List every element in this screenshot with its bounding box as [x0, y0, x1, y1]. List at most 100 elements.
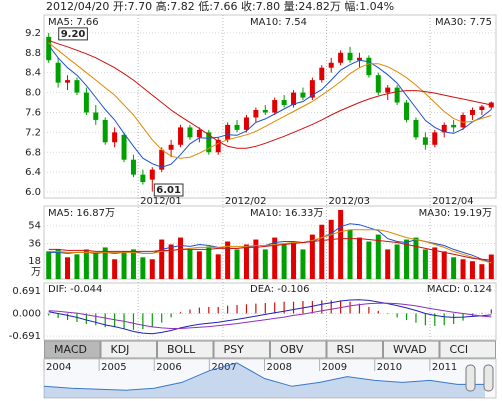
annotation-box: [58, 27, 88, 41]
area-line: [43, 362, 485, 391]
tab-background[interactable]: [213, 340, 270, 359]
ma-line: [48, 302, 492, 329]
tab-label[interactable]: WVAD: [393, 343, 427, 356]
volume-bar: [347, 229, 353, 279]
candle-body: [262, 109, 268, 113]
candle-body: [441, 124, 447, 133]
x-tick-label: 2012/03: [329, 196, 371, 207]
y-tick-label: 8.4: [25, 68, 41, 79]
y-tick-label: 7.6: [25, 107, 41, 118]
volume-bar: [488, 254, 494, 279]
legend-entry: MA10: 7.54: [250, 17, 307, 28]
indicator-tab[interactable]: CCI: [439, 340, 496, 359]
legend-entry: MA30: 7.75: [435, 17, 492, 28]
candle-body: [74, 80, 80, 93]
tab-label[interactable]: OBV: [280, 343, 304, 356]
x-tick-label: 2004: [46, 362, 71, 373]
volume-bar: [338, 209, 344, 279]
x-tick-label: 2005: [101, 362, 126, 373]
volume-bar: [451, 257, 457, 279]
y-tick-label: 6.0: [25, 187, 41, 198]
tab-background[interactable]: [439, 340, 496, 359]
volume-bar: [121, 251, 127, 279]
indicator-tab[interactable]: BOLL: [157, 340, 214, 359]
volume-bar: [309, 234, 315, 279]
area-fill: [44, 362, 485, 398]
volume-bar: [225, 241, 231, 279]
candle-body: [83, 92, 89, 113]
candle-body: [469, 109, 475, 115]
tab-background[interactable]: [383, 340, 440, 359]
tab-background[interactable]: [157, 340, 214, 359]
legend-entry: MA5: 16.87万: [48, 208, 115, 219]
scroll-handle[interactable]: [465, 364, 476, 392]
quote-header: 2012/04/20 开:7.70 高:7.82 低:7.66 收:7.80 量…: [46, 0, 394, 13]
x-tick-label: 2012/01: [140, 196, 182, 207]
tab-label[interactable]: BOLL: [167, 343, 196, 356]
tab-background[interactable]: [270, 340, 327, 359]
indicator-tab[interactable]: WVAD: [383, 340, 440, 359]
volume-bar: [159, 239, 165, 279]
tab-label[interactable]: CCI: [450, 343, 469, 356]
volume-bar: [432, 247, 438, 279]
volume-bar: [178, 237, 184, 279]
candle-body: [55, 62, 61, 83]
x-tick-label: 2007: [211, 362, 236, 373]
volume-bar: [422, 249, 428, 279]
tab-background[interactable]: [326, 340, 383, 359]
candle-body: [375, 75, 381, 93]
tab-label[interactable]: PSY: [224, 343, 245, 356]
candle-body: [451, 124, 457, 128]
volume-bar: [46, 251, 52, 279]
volume-bar: [187, 249, 193, 279]
volume-bar: [366, 241, 372, 279]
tab-background[interactable]: [44, 340, 101, 359]
candle-body: [413, 119, 419, 138]
x-tick-label: 2009: [322, 362, 347, 373]
annotation-box: [153, 183, 184, 197]
volume-bar: [479, 264, 485, 279]
legend-entry: MA5: 7.66: [48, 17, 99, 28]
indicator-tab[interactable]: KDJ: [100, 340, 157, 359]
y-tick-label: 0.000: [12, 308, 41, 319]
candle-body: [93, 112, 99, 120]
y-tick-label: 54: [28, 221, 41, 232]
indicator-tab[interactable]: OBV: [270, 340, 327, 359]
candle-body: [196, 129, 202, 138]
y-tick-label: 8.8: [25, 48, 41, 59]
candle-body: [385, 87, 391, 93]
candle-body: [309, 80, 315, 98]
candle-body: [281, 100, 287, 106]
candle-body: [404, 102, 410, 120]
y-unit: 万: [31, 267, 41, 278]
y-tick-label: 6.4: [25, 167, 41, 178]
volume-bar: [385, 249, 391, 279]
volume-bar: [83, 249, 89, 279]
indicator-tab[interactable]: PSY: [213, 340, 270, 359]
tab-label[interactable]: KDJ: [111, 343, 130, 356]
volume-bar: [112, 259, 118, 279]
ma-line: [48, 238, 492, 261]
tab-label[interactable]: RSI: [337, 343, 355, 356]
volume-bar: [300, 249, 306, 279]
indicator-tab[interactable]: MACD: [44, 340, 101, 359]
x-tick-label: 2011: [432, 362, 457, 373]
candle-body: [356, 57, 362, 61]
y-tick-label: 7.2: [25, 127, 41, 138]
volume-bar: [215, 254, 221, 279]
candle-body: [121, 134, 127, 160]
volume-bar: [441, 251, 447, 279]
volume-bar: [291, 241, 297, 279]
candle-body: [178, 127, 184, 145]
tab-background[interactable]: [100, 340, 157, 359]
indicator-tab[interactable]: RSI: [326, 340, 383, 359]
legend-entry: DEA: -0.106: [250, 284, 309, 295]
candle-body: [338, 52, 344, 63]
candle-body: [215, 139, 221, 153]
candle-body: [225, 124, 231, 140]
y-tick-label: 18: [28, 256, 41, 267]
candle-body: [347, 52, 353, 61]
scroll-handle[interactable]: [483, 364, 494, 392]
tab-label[interactable]: MACD: [54, 343, 87, 356]
